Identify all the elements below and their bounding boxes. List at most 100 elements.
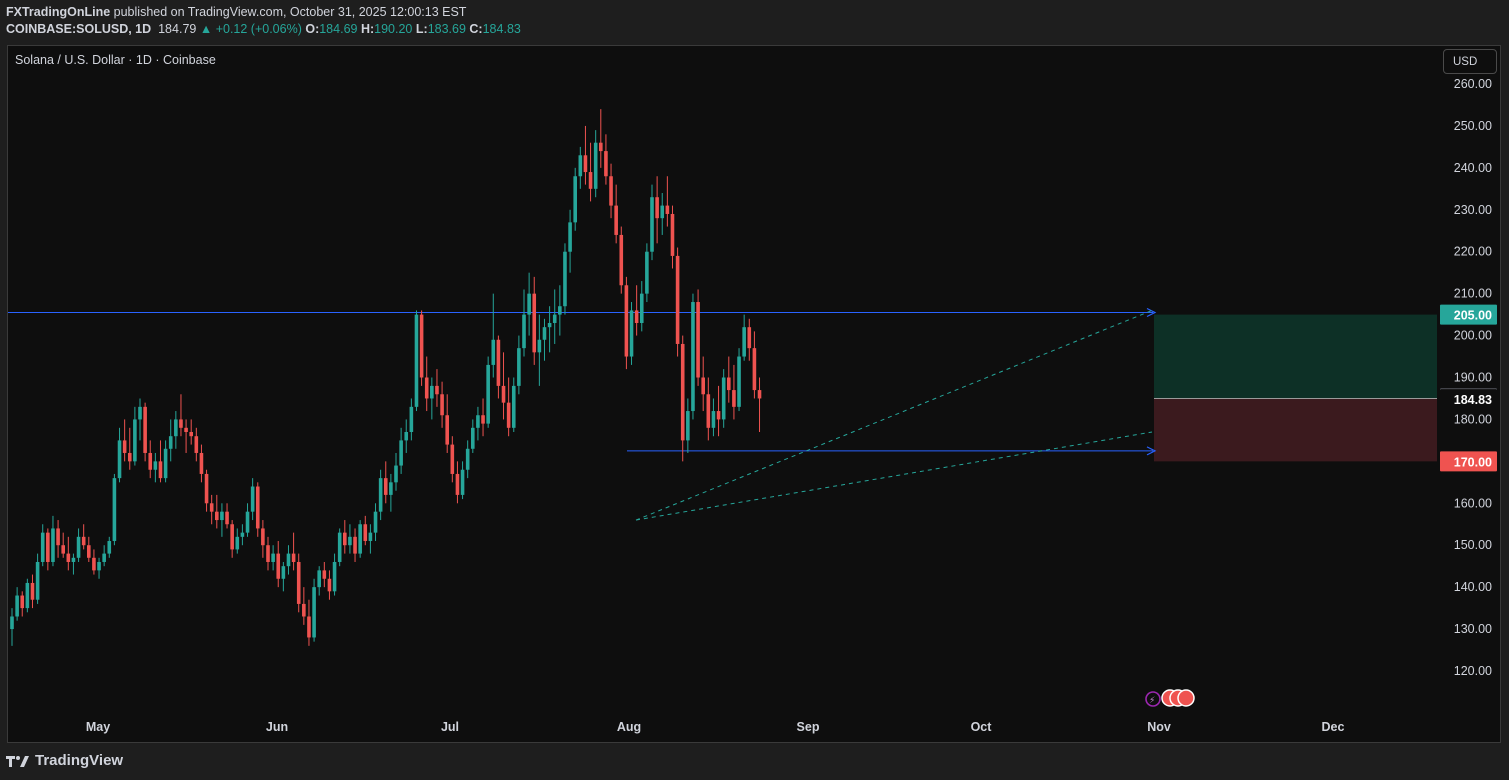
candle[interactable] [271, 545, 275, 571]
candle[interactable] [61, 532, 65, 558]
candle[interactable] [450, 436, 455, 483]
candle[interactable] [481, 398, 485, 437]
candle[interactable] [358, 520, 362, 558]
candle[interactable] [348, 524, 352, 554]
candle[interactable] [174, 411, 178, 449]
candle[interactable] [163, 440, 168, 483]
candle[interactable] [547, 306, 552, 353]
candle[interactable] [66, 536, 71, 571]
candle[interactable] [220, 503, 224, 537]
candle[interactable] [532, 276, 537, 365]
candle[interactable] [389, 473, 393, 512]
candle[interactable] [404, 419, 409, 453]
trendline-1[interactable] [635, 309, 1153, 521]
candle[interactable] [138, 398, 142, 441]
tradingview-logo[interactable]: TradingView [6, 752, 123, 769]
candle[interactable] [179, 394, 183, 437]
candle[interactable] [583, 125, 588, 185]
candle[interactable] [204, 469, 209, 512]
candle[interactable] [30, 574, 35, 609]
candle[interactable] [102, 545, 106, 567]
candle[interactable] [511, 377, 516, 433]
candle[interactable] [624, 276, 629, 370]
candle[interactable] [737, 348, 741, 412]
candle[interactable] [660, 193, 665, 235]
candle[interactable] [122, 419, 127, 462]
candle[interactable] [486, 356, 490, 428]
candle[interactable] [430, 377, 434, 420]
candle[interactable] [235, 528, 240, 554]
candle[interactable] [599, 109, 603, 168]
candle[interactable] [639, 281, 644, 332]
candle[interactable] [399, 427, 403, 474]
candle[interactable] [496, 335, 501, 399]
candle[interactable] [133, 406, 137, 466]
candle[interactable] [46, 528, 50, 571]
candle[interactable] [373, 503, 378, 542]
candle[interactable] [435, 369, 439, 407]
candle[interactable] [558, 285, 562, 336]
candle[interactable] [552, 289, 557, 344]
candle[interactable] [573, 167, 577, 231]
candle[interactable] [281, 561, 286, 592]
candle[interactable] [363, 515, 368, 546]
candle[interactable] [97, 557, 101, 579]
candle[interactable] [419, 310, 424, 386]
candle[interactable] [686, 398, 690, 453]
candle[interactable] [255, 482, 260, 537]
candle[interactable] [752, 331, 757, 399]
candle[interactable] [424, 356, 429, 412]
trendline-2[interactable] [635, 431, 1153, 521]
candle[interactable] [332, 553, 337, 596]
candle[interactable] [614, 184, 618, 244]
candle[interactable] [51, 515, 55, 567]
candle[interactable] [701, 356, 705, 412]
candle[interactable] [542, 318, 547, 361]
candle[interactable] [455, 461, 460, 504]
candle[interactable] [522, 289, 526, 357]
candle[interactable] [143, 402, 147, 462]
candle[interactable] [312, 578, 316, 642]
candle[interactable] [209, 494, 214, 525]
candle[interactable] [716, 385, 721, 437]
candle[interactable] [609, 163, 613, 219]
candle[interactable] [409, 398, 414, 441]
candle[interactable] [655, 176, 659, 244]
candle[interactable] [747, 318, 752, 361]
candle[interactable] [414, 310, 419, 412]
publisher-name[interactable]: FXTradingOnLine [6, 5, 111, 19]
candle[interactable] [465, 440, 470, 479]
candle[interactable] [706, 377, 711, 441]
candle[interactable] [665, 176, 670, 227]
candle[interactable] [527, 272, 531, 336]
candle[interactable] [153, 452, 158, 483]
candle[interactable] [460, 461, 465, 500]
candle[interactable] [327, 570, 332, 600]
candle[interactable] [117, 427, 122, 483]
candle[interactable] [148, 440, 153, 479]
candle[interactable] [168, 419, 173, 462]
candle[interactable] [353, 528, 357, 562]
candle[interactable] [112, 473, 117, 546]
candle[interactable] [35, 553, 40, 604]
candle[interactable] [440, 381, 444, 428]
candle[interactable] [20, 591, 25, 617]
candle[interactable] [184, 419, 188, 453]
candle[interactable] [476, 406, 480, 441]
candle[interactable] [645, 243, 649, 303]
candle[interactable] [501, 352, 506, 420]
candle[interactable] [215, 494, 219, 529]
candle[interactable] [378, 469, 383, 521]
candle[interactable] [230, 520, 234, 558]
candle[interactable] [727, 356, 731, 403]
candle[interactable] [127, 427, 132, 470]
candle[interactable] [588, 142, 593, 202]
candle[interactable] [337, 528, 342, 567]
candle[interactable] [394, 452, 398, 491]
candle[interactable] [629, 302, 634, 365]
candle[interactable] [619, 226, 624, 294]
candle[interactable] [721, 369, 726, 428]
candle[interactable] [691, 293, 695, 420]
candle[interactable] [92, 549, 96, 575]
